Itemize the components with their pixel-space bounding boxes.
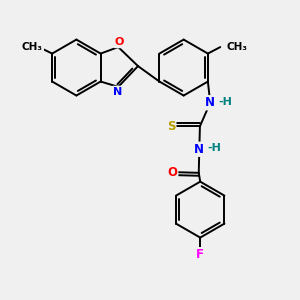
Text: F: F [196, 248, 204, 261]
Text: O: O [167, 166, 177, 179]
Text: -H: -H [218, 97, 232, 107]
Text: -H: -H [208, 143, 221, 153]
Text: CH₃: CH₃ [22, 42, 43, 52]
Text: N: N [113, 87, 122, 97]
Text: O: O [115, 37, 124, 47]
Text: N: N [194, 143, 204, 156]
Text: N: N [205, 96, 215, 109]
Text: S: S [167, 120, 175, 133]
Text: CH₃: CH₃ [226, 42, 247, 52]
